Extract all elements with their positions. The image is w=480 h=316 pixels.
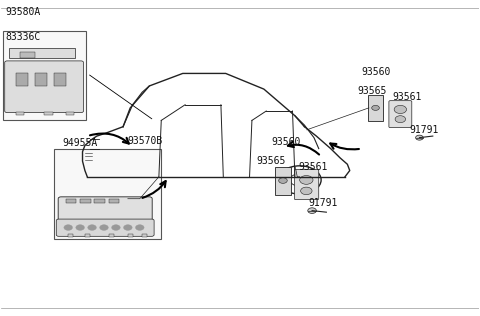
Text: 93565: 93565 xyxy=(257,156,286,166)
Polygon shape xyxy=(85,234,90,237)
Polygon shape xyxy=(68,234,73,237)
Polygon shape xyxy=(35,73,47,86)
Polygon shape xyxy=(44,112,53,115)
FancyBboxPatch shape xyxy=(56,219,154,236)
Text: 93580A: 93580A xyxy=(5,7,40,17)
Text: 91791: 91791 xyxy=(308,198,337,209)
Text: 93570B: 93570B xyxy=(128,136,163,146)
Text: 93561: 93561 xyxy=(298,162,327,173)
Bar xyxy=(54,149,161,240)
Polygon shape xyxy=(80,199,91,204)
Text: 93565: 93565 xyxy=(357,86,386,96)
Circle shape xyxy=(372,105,379,110)
Polygon shape xyxy=(54,73,66,86)
Circle shape xyxy=(64,225,72,230)
Circle shape xyxy=(112,225,120,230)
FancyBboxPatch shape xyxy=(275,167,291,195)
Circle shape xyxy=(135,225,144,230)
Polygon shape xyxy=(16,73,28,86)
Circle shape xyxy=(394,105,407,113)
Text: 93561: 93561 xyxy=(393,92,422,102)
FancyBboxPatch shape xyxy=(294,170,319,200)
FancyBboxPatch shape xyxy=(389,101,412,128)
Text: 93560: 93560 xyxy=(362,67,391,77)
Circle shape xyxy=(300,176,313,184)
Text: 91791: 91791 xyxy=(409,125,439,135)
Polygon shape xyxy=(109,199,119,204)
Circle shape xyxy=(100,225,108,230)
Circle shape xyxy=(88,225,96,230)
Polygon shape xyxy=(66,199,76,204)
Polygon shape xyxy=(66,112,74,115)
Bar xyxy=(3,31,86,120)
Text: 94955A: 94955A xyxy=(62,138,98,148)
Polygon shape xyxy=(21,52,35,58)
Polygon shape xyxy=(128,234,132,237)
Polygon shape xyxy=(142,234,147,237)
Circle shape xyxy=(76,225,84,230)
Polygon shape xyxy=(9,48,75,58)
FancyBboxPatch shape xyxy=(5,61,84,112)
Polygon shape xyxy=(16,112,24,115)
Circle shape xyxy=(395,116,406,123)
Circle shape xyxy=(279,178,287,183)
Polygon shape xyxy=(95,199,105,204)
Text: 93560: 93560 xyxy=(271,137,300,147)
FancyBboxPatch shape xyxy=(58,197,152,226)
Circle shape xyxy=(300,187,312,195)
Circle shape xyxy=(308,208,316,213)
Text: 83336C: 83336C xyxy=(5,33,40,42)
FancyBboxPatch shape xyxy=(368,95,383,121)
Circle shape xyxy=(123,225,132,230)
Polygon shape xyxy=(109,234,114,237)
Circle shape xyxy=(416,135,423,140)
